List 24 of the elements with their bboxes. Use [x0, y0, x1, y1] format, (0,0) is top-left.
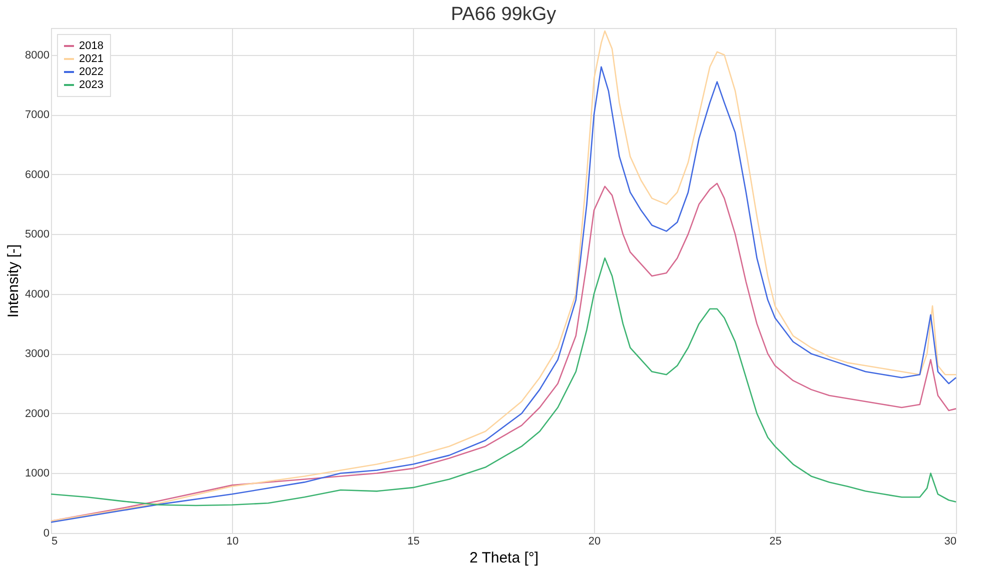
- y-tick-label: 4000: [25, 288, 50, 300]
- y-tick-label: 5000: [25, 228, 50, 241]
- x-tick-label: 20: [588, 536, 601, 548]
- y-tick-label: 6000: [25, 168, 50, 181]
- legend-label: 2023: [79, 79, 104, 91]
- line-series: [50, 182, 957, 522]
- x-tick-label: 5: [52, 536, 58, 548]
- y-tick-label: 3000: [25, 348, 50, 360]
- y-tick-label: 0: [43, 528, 50, 540]
- chart-title: PA66 99kGy: [450, 4, 557, 25]
- x-tick-label: 15: [407, 536, 420, 548]
- x-axis-title: 2 Theta [°]: [469, 550, 539, 566]
- legend-label: 2018: [79, 40, 104, 52]
- legend-label: 2021: [79, 53, 104, 65]
- x-tick-label: 10: [226, 536, 239, 548]
- y-tick-label: 7000: [25, 109, 50, 122]
- y-tick-label: 2000: [25, 408, 50, 420]
- y-tick-label: 1000: [25, 468, 50, 480]
- y-tick-label: 8000: [25, 49, 50, 62]
- legend-label: 2022: [79, 66, 104, 78]
- x-tick-label: 30: [944, 536, 956, 548]
- line-series: [50, 257, 957, 506]
- x-tick-label: 25: [769, 536, 782, 548]
- y-axis-title: Intensity [-]: [5, 244, 22, 318]
